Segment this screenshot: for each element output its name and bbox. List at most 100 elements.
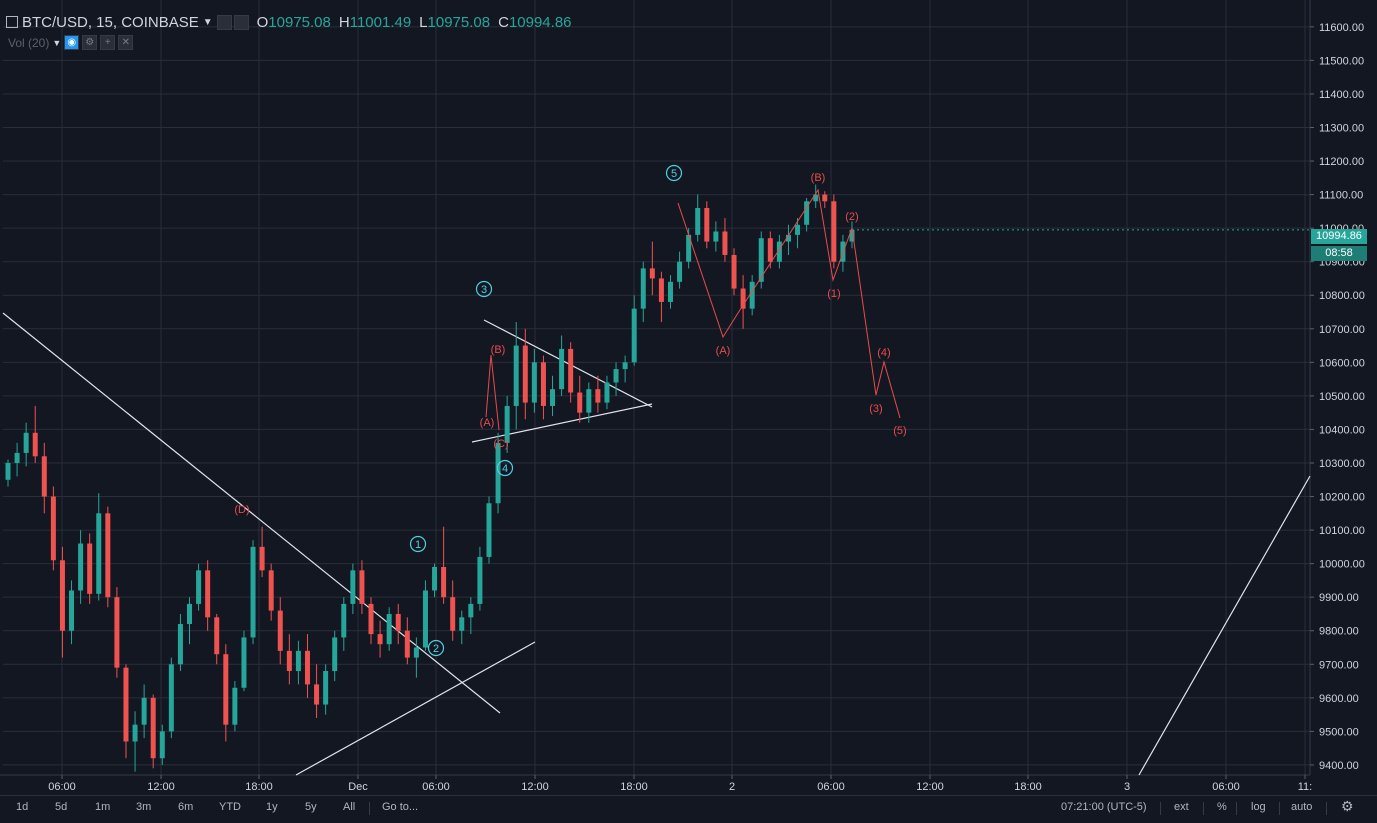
range-6m[interactable]: 6m [178, 801, 194, 813]
plus-icon[interactable]: + [100, 35, 116, 50]
price-tick-label: 9400.00 [1319, 760, 1359, 772]
wave-circle [496, 459, 514, 477]
candle-body [241, 637, 247, 688]
wave-annotation: (1) [827, 288, 840, 300]
range-3m[interactable]: 3m [136, 801, 152, 813]
candle-body [87, 543, 93, 594]
gear-icon[interactable]: ⚙ [1341, 798, 1354, 814]
candle-body [69, 590, 75, 631]
range-all[interactable]: All [343, 801, 356, 813]
candle-body [785, 234, 791, 242]
price-tick-label: 9800.00 [1319, 626, 1359, 638]
candle-body [314, 684, 320, 705]
time-tick-label: Dec [348, 781, 368, 793]
high-value: 11001.49 [349, 13, 412, 31]
candle-body [377, 634, 383, 645]
eye-icon[interactable]: ◉ [64, 35, 80, 50]
candle-body [441, 566, 447, 598]
candle-body [822, 194, 828, 202]
price-tick-label: 9600.00 [1319, 693, 1359, 705]
candle-body [540, 362, 546, 406]
wave-annotation: (5) [893, 425, 906, 437]
price-tick-label: 10000.00 [1319, 559, 1365, 571]
trend-line [295, 641, 536, 776]
candle-body [404, 630, 410, 658]
candle-body [295, 650, 301, 671]
volume-label[interactable]: Vol (20) [8, 35, 50, 50]
settings-icon[interactable]: ⚙ [82, 35, 98, 50]
candle-body [776, 241, 782, 262]
candle-body [50, 496, 56, 561]
candle-body [14, 452, 20, 463]
percent-toggle[interactable]: % [1217, 801, 1227, 813]
chevron-down-icon[interactable]: ▼ [52, 37, 62, 48]
price-tick-label: 10100.00 [1319, 525, 1365, 537]
candle-body [604, 382, 610, 403]
time-tick-label: 06:00 [1212, 781, 1240, 793]
candle-body [168, 664, 174, 732]
candle-body [205, 570, 211, 618]
goto-button[interactable]: Go to... [382, 801, 419, 813]
candle-body [631, 308, 637, 363]
candle-body [277, 610, 283, 651]
wave-circle [475, 280, 493, 298]
candle-body [550, 389, 556, 406]
candle-body [731, 254, 737, 289]
wave-label: 2 [433, 643, 439, 655]
wave-annotation: (B) [491, 344, 506, 356]
candle-body [713, 231, 719, 242]
close-key: C [498, 13, 509, 31]
wave-circle [665, 164, 683, 182]
symbol-title[interactable]: BTC/USD, 15, COINBASE [22, 13, 199, 31]
candle-body [268, 570, 274, 611]
candle-body [150, 697, 156, 759]
eye-icon[interactable] [233, 14, 249, 30]
open-key: O [256, 13, 269, 31]
candle-body [559, 348, 565, 390]
candle-body [504, 405, 510, 443]
candle-body [450, 597, 456, 631]
candle-body [259, 546, 265, 571]
time-tick-label: 06:00 [422, 781, 450, 793]
candle-body [740, 288, 746, 309]
close-icon[interactable]: ✕ [118, 35, 134, 50]
range-ytd[interactable]: YTD [219, 801, 241, 813]
candle-body [459, 617, 465, 631]
candle-body [250, 546, 256, 638]
candle-body [368, 603, 374, 635]
auto-toggle[interactable]: auto [1291, 801, 1313, 813]
price-tick-label: 10800.00 [1319, 290, 1365, 302]
time-tick-label: 2 [729, 781, 735, 793]
candle-body [704, 208, 710, 242]
range-1y[interactable]: 1y [266, 801, 278, 813]
clock-display[interactable]: 07:21:00 (UTC-5) [1061, 801, 1147, 813]
wave-annotation: (D) [234, 504, 249, 516]
settings-icon[interactable] [216, 14, 232, 30]
wave-circle [427, 639, 445, 657]
range-1m[interactable]: 1m [95, 801, 111, 813]
trend-line [2, 312, 501, 714]
ext-toggle[interactable]: ext [1174, 801, 1189, 813]
candle-body [513, 345, 519, 406]
candle-body [622, 362, 628, 370]
time-tick-label: 12:00 [916, 781, 944, 793]
candle-body [177, 624, 183, 665]
menu-icon[interactable] [6, 16, 18, 28]
candle-body [286, 650, 292, 671]
candle-body [187, 603, 193, 625]
range-5y[interactable]: 5y [305, 801, 317, 813]
log-toggle[interactable]: log [1251, 801, 1266, 813]
candle-body [749, 281, 755, 309]
candle-body [78, 543, 84, 591]
candle-body [5, 462, 11, 480]
candle-body [649, 268, 655, 279]
time-tick-label: 18:00 [620, 781, 648, 793]
symbol-legend: BTC/USD, 15, COINBASE ▼ O 10975.08 H 11001… [6, 12, 572, 32]
range-1d[interactable]: 1d [16, 801, 29, 813]
price-tick-label: 11200.00 [1319, 156, 1364, 168]
candle-body [722, 231, 728, 255]
candle-body [214, 617, 220, 655]
chevron-down-icon[interactable]: ▼ [202, 16, 213, 28]
price-chart[interactable]: 11600.00 11500.00 11400.00 11300.00 11200.00… [0, 0, 1377, 795]
range-5d[interactable]: 5d [55, 801, 68, 813]
